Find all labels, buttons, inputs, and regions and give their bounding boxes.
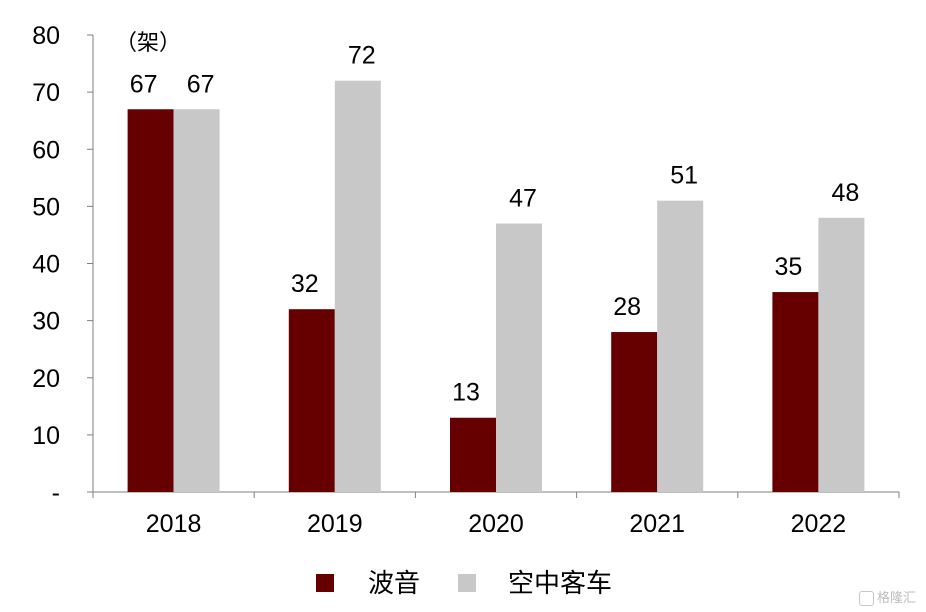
x-tick-label: 2021 xyxy=(629,510,685,538)
x-axis: 2018 2019 2020 2021 2022 xyxy=(92,491,900,538)
data-label: 32 xyxy=(291,270,319,298)
y-tick-label: 10 xyxy=(32,422,60,450)
legend-swatch xyxy=(316,574,334,592)
x-tick-label: 2019 xyxy=(307,510,363,538)
bar-airbus-2019 xyxy=(334,80,381,492)
data-label: 28 xyxy=(613,293,641,321)
bar-airbus-2021 xyxy=(657,200,704,492)
y-tick-label: 30 xyxy=(32,308,60,336)
data-label: 67 xyxy=(130,70,158,98)
x-tick-label: 2018 xyxy=(146,510,202,538)
bar-boeing-2021 xyxy=(611,332,658,492)
bar-boeing-2020 xyxy=(450,417,496,492)
data-labels: 67 67 32 72 13 47 28 51 35 48 xyxy=(130,42,860,407)
data-label: 51 xyxy=(670,162,698,190)
bar-boeing-2022 xyxy=(772,292,819,492)
y-tick-label: 60 xyxy=(32,136,60,164)
data-label: 48 xyxy=(831,179,859,207)
y-tick-label: 80 xyxy=(32,22,60,50)
watermark-logo-icon xyxy=(858,591,874,606)
bar-boeing-2018 xyxy=(127,109,174,492)
data-label: 47 xyxy=(509,185,537,213)
y-tick-label: 20 xyxy=(32,365,60,393)
legend-swatch xyxy=(458,574,476,592)
watermark: 格隆汇 xyxy=(858,587,916,606)
watermark-text: 格隆汇 xyxy=(876,589,916,605)
y-axis: - 10 20 30 40 50 60 70 80 xyxy=(32,22,94,507)
x-tick-label: 2022 xyxy=(791,510,847,538)
y-tick-label: 70 xyxy=(32,79,60,107)
bar-airbus-2018 xyxy=(173,109,220,492)
bars xyxy=(127,80,865,493)
bar-airbus-2022 xyxy=(818,217,865,493)
y-tick-label: - xyxy=(52,479,60,507)
data-label: 72 xyxy=(348,42,376,70)
data-label: 13 xyxy=(452,379,480,407)
legend: 波音 空中客车 xyxy=(316,568,612,598)
y-tick-label: 40 xyxy=(32,251,60,279)
data-label: 35 xyxy=(774,253,802,281)
y-tick-label: 50 xyxy=(32,193,60,221)
legend-label: 空中客车 xyxy=(508,568,612,598)
bar-boeing-2019 xyxy=(288,309,335,492)
legend-label: 波音 xyxy=(368,568,420,598)
y-unit-label: （架） xyxy=(115,30,181,55)
x-tick-label: 2020 xyxy=(468,510,524,538)
bar-airbus-2020 xyxy=(496,223,542,492)
data-label: 67 xyxy=(187,70,215,98)
